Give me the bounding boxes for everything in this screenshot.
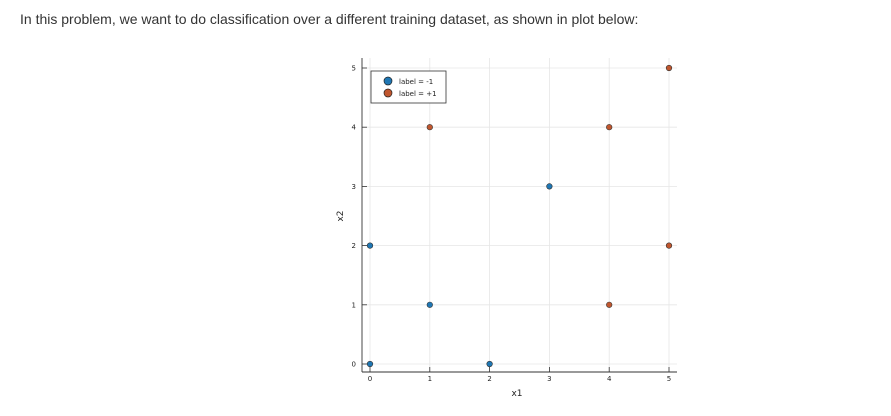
x-tick-label-5: 5 xyxy=(667,375,671,383)
point-series0-1 xyxy=(366,242,374,249)
point-series1-3 xyxy=(665,64,673,72)
problem-statement: In this problem, we want to do classific… xyxy=(20,11,639,27)
legend-marker-pos xyxy=(383,88,393,98)
point-series1-0 xyxy=(426,124,433,131)
x-tick-label-3: 3 xyxy=(547,375,551,383)
legend-marker-neg xyxy=(383,76,393,86)
x-axis-label: x1 xyxy=(511,389,522,399)
x-tick-label-2: 2 xyxy=(487,375,491,383)
y-tick-label-0: 0 xyxy=(352,361,356,369)
data-points xyxy=(366,64,673,368)
y-tick-label-5: 5 xyxy=(352,65,356,73)
point-series1-1 xyxy=(606,124,613,131)
point-series1-2 xyxy=(606,301,613,308)
tick-labels: 0 1 2 3 4 5 0 1 2 3 4 5 xyxy=(352,65,672,384)
legend-label-neg: label = -1 xyxy=(399,78,433,86)
y-axis-label: x2 xyxy=(336,210,346,221)
y-tick-label-3: 3 xyxy=(352,183,356,191)
point-series1-4 xyxy=(665,242,673,249)
point-series0-2 xyxy=(426,301,433,308)
point-series0-3 xyxy=(486,360,493,368)
legend: label = -1 label = +1 xyxy=(370,70,447,104)
point-series0-4 xyxy=(546,183,553,190)
x-tick-label-0: 0 xyxy=(368,375,372,383)
point-series0-0 xyxy=(366,360,374,368)
legend-box xyxy=(370,70,447,104)
y-tick-label-4: 4 xyxy=(352,124,357,132)
axes xyxy=(361,58,677,373)
y-tick-label-2: 2 xyxy=(352,242,356,250)
x-tick-label-1: 1 xyxy=(428,375,432,383)
grid-lines xyxy=(362,58,677,372)
y-tick-label-1: 1 xyxy=(352,301,356,309)
x-tick-label-4: 4 xyxy=(607,375,612,383)
legend-label-pos: label = +1 xyxy=(399,90,437,98)
